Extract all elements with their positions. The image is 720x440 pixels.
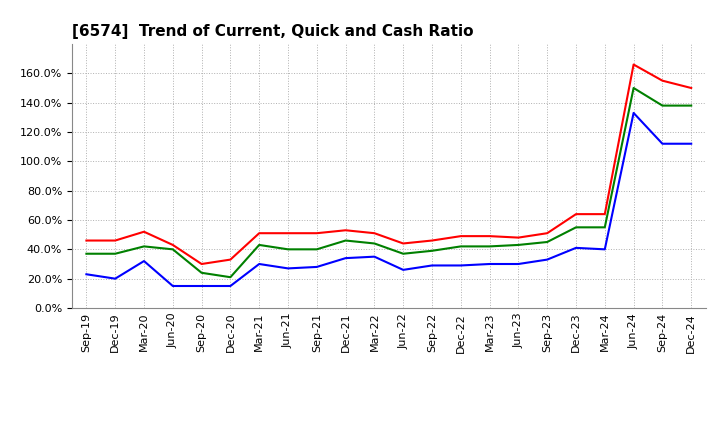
Cash Ratio xyxy=(312,264,321,270)
Quick Ratio xyxy=(543,239,552,245)
Current Ratio xyxy=(226,257,235,262)
Quick Ratio xyxy=(197,270,206,275)
Cash Ratio xyxy=(255,261,264,267)
Cash Ratio xyxy=(197,283,206,289)
Cash Ratio xyxy=(658,141,667,147)
Quick Ratio xyxy=(370,241,379,246)
Current Ratio xyxy=(341,227,350,233)
Cash Ratio xyxy=(140,258,148,264)
Cash Ratio xyxy=(572,245,580,250)
Quick Ratio xyxy=(226,275,235,280)
Quick Ratio xyxy=(629,85,638,91)
Quick Ratio xyxy=(658,103,667,108)
Cash Ratio xyxy=(226,283,235,289)
Cash Ratio xyxy=(399,267,408,272)
Current Ratio xyxy=(543,231,552,236)
Cash Ratio xyxy=(168,283,177,289)
Current Ratio xyxy=(168,242,177,248)
Quick Ratio xyxy=(428,248,436,253)
Cash Ratio xyxy=(514,261,523,267)
Current Ratio xyxy=(370,231,379,236)
Text: [6574]  Trend of Current, Quick and Cash Ratio: [6574] Trend of Current, Quick and Cash … xyxy=(72,24,474,39)
Current Ratio xyxy=(82,238,91,243)
Cash Ratio xyxy=(543,257,552,262)
Quick Ratio xyxy=(111,251,120,257)
Cash Ratio xyxy=(600,247,609,252)
Current Ratio xyxy=(255,231,264,236)
Quick Ratio xyxy=(456,244,465,249)
Quick Ratio xyxy=(140,244,148,249)
Quick Ratio xyxy=(284,247,292,252)
Current Ratio xyxy=(456,234,465,239)
Quick Ratio xyxy=(255,242,264,248)
Current Ratio xyxy=(485,234,494,239)
Quick Ratio xyxy=(82,251,91,257)
Cash Ratio xyxy=(629,110,638,116)
Current Ratio xyxy=(572,212,580,217)
Line: Quick Ratio: Quick Ratio xyxy=(86,88,691,277)
Quick Ratio xyxy=(572,225,580,230)
Cash Ratio xyxy=(284,266,292,271)
Line: Current Ratio: Current Ratio xyxy=(86,65,691,264)
Quick Ratio xyxy=(312,247,321,252)
Current Ratio xyxy=(428,238,436,243)
Cash Ratio xyxy=(370,254,379,259)
Current Ratio xyxy=(629,62,638,67)
Current Ratio xyxy=(514,235,523,240)
Quick Ratio xyxy=(399,251,408,257)
Quick Ratio xyxy=(168,247,177,252)
Line: Cash Ratio: Cash Ratio xyxy=(86,113,691,286)
Cash Ratio xyxy=(456,263,465,268)
Current Ratio xyxy=(284,231,292,236)
Quick Ratio xyxy=(687,103,696,108)
Cash Ratio xyxy=(82,271,91,277)
Current Ratio xyxy=(600,212,609,217)
Current Ratio xyxy=(197,261,206,267)
Cash Ratio xyxy=(428,263,436,268)
Current Ratio xyxy=(111,238,120,243)
Quick Ratio xyxy=(600,225,609,230)
Cash Ratio xyxy=(341,256,350,261)
Current Ratio xyxy=(399,241,408,246)
Cash Ratio xyxy=(485,261,494,267)
Current Ratio xyxy=(687,85,696,91)
Quick Ratio xyxy=(341,238,350,243)
Cash Ratio xyxy=(687,141,696,147)
Quick Ratio xyxy=(485,244,494,249)
Quick Ratio xyxy=(514,242,523,248)
Current Ratio xyxy=(140,229,148,235)
Current Ratio xyxy=(658,78,667,83)
Current Ratio xyxy=(312,231,321,236)
Cash Ratio xyxy=(111,276,120,281)
